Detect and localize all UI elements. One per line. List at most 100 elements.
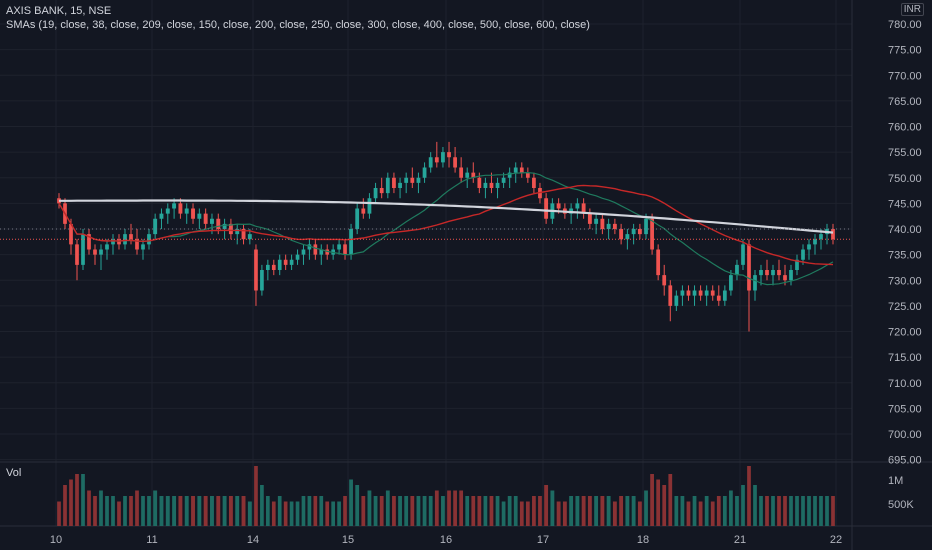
date-tick-label: 21 xyxy=(734,534,746,546)
volume-bar xyxy=(753,485,757,526)
candle-body xyxy=(367,198,372,214)
candle-body xyxy=(434,157,439,163)
volume-bar xyxy=(544,485,549,526)
candle-body xyxy=(235,229,240,235)
volume-bar xyxy=(178,496,183,526)
volume-tick-label: 1M xyxy=(888,475,903,487)
volume-bar xyxy=(525,501,530,526)
candle-body xyxy=(735,264,739,276)
volume-bar xyxy=(337,501,341,526)
candle-body xyxy=(544,198,549,219)
volume-bar xyxy=(63,485,67,526)
candle-body xyxy=(111,239,115,245)
candle-body xyxy=(141,244,145,250)
candle-body xyxy=(795,259,799,270)
candle-body xyxy=(489,182,494,188)
volume-bar xyxy=(656,479,661,526)
volume-bar xyxy=(159,496,164,526)
volume-bar xyxy=(197,496,202,526)
candle-body xyxy=(343,244,347,255)
candle-body xyxy=(600,218,605,229)
symbol-title: AXIS BANK, 15, NSE xyxy=(6,5,112,17)
candle-body xyxy=(373,188,378,199)
volume-bar xyxy=(501,501,506,526)
candle-body xyxy=(301,249,306,255)
date-tick-label: 15 xyxy=(342,534,354,546)
candle-body xyxy=(260,270,264,291)
candle-body xyxy=(410,177,415,183)
candle-body xyxy=(266,264,270,270)
candle-body xyxy=(105,244,109,250)
volume-bar xyxy=(135,490,139,526)
price-tick-label: 705.00 xyxy=(888,403,922,415)
volume-bar xyxy=(765,496,769,526)
volume-bar xyxy=(562,501,567,526)
volume-bar xyxy=(57,501,61,526)
volume-bar xyxy=(631,496,636,526)
volume-bar xyxy=(704,496,709,526)
volume-bar xyxy=(254,466,258,526)
volume-bar xyxy=(398,496,402,526)
volume-bar xyxy=(355,485,360,526)
candle-body xyxy=(556,203,561,209)
volume-bar xyxy=(801,496,805,526)
currency-label[interactable]: INR xyxy=(900,3,924,16)
volume-bar xyxy=(165,496,170,526)
candle-body xyxy=(625,234,630,240)
candle-body xyxy=(668,285,673,306)
volume-bar xyxy=(69,479,73,526)
candle-body xyxy=(355,208,360,229)
candle-body xyxy=(819,234,823,240)
volume-bar xyxy=(404,496,409,526)
candle-body xyxy=(698,290,703,296)
candle-body xyxy=(465,172,470,178)
candle-body xyxy=(178,203,183,214)
volume-bar xyxy=(747,466,751,526)
candle-body xyxy=(471,172,476,178)
volume-bar xyxy=(147,496,151,526)
candle-body xyxy=(783,275,787,281)
date-tick-label: 11 xyxy=(146,534,157,546)
candle-body xyxy=(313,244,318,255)
date-tick-label: 16 xyxy=(440,534,452,546)
candle-body xyxy=(172,203,177,209)
candle-body xyxy=(184,208,189,214)
candle-body xyxy=(325,249,330,255)
candle-body xyxy=(361,208,366,214)
candle-body xyxy=(680,290,685,296)
price-tick-label: 780.00 xyxy=(888,19,922,31)
date-tick-label: 10 xyxy=(50,534,62,546)
candle-body xyxy=(612,223,617,229)
candle-body xyxy=(704,290,709,296)
volume-bar xyxy=(241,496,246,526)
candle-body xyxy=(277,259,282,270)
candle-body xyxy=(289,259,294,265)
candle-body xyxy=(87,234,91,250)
volume-bar xyxy=(662,485,667,526)
candle-body xyxy=(759,270,763,276)
volume-bar xyxy=(260,485,264,526)
candle-body xyxy=(716,295,721,301)
volume-bar xyxy=(813,496,817,526)
sma-19-line xyxy=(58,171,834,286)
volume-bar xyxy=(783,496,787,526)
candle-body xyxy=(385,177,390,194)
volume-bar xyxy=(477,496,482,526)
candle-body xyxy=(197,213,202,219)
candle-body xyxy=(295,254,300,260)
volume-bar xyxy=(600,496,605,526)
candle-body xyxy=(519,167,524,173)
volume-bar xyxy=(428,496,433,526)
volume-bar xyxy=(331,501,335,526)
volume-bar xyxy=(422,496,427,526)
volume-bar xyxy=(807,496,811,526)
indicator-title: SMAs (19, close, 38, close, 209, close, … xyxy=(6,19,590,31)
volume-tick-label: 500K xyxy=(888,499,914,511)
candle-body xyxy=(191,208,195,219)
candle-body xyxy=(789,270,793,281)
sma-38-line xyxy=(58,184,834,266)
price-tick-label: 735.00 xyxy=(888,250,922,262)
candle-body xyxy=(710,290,715,296)
